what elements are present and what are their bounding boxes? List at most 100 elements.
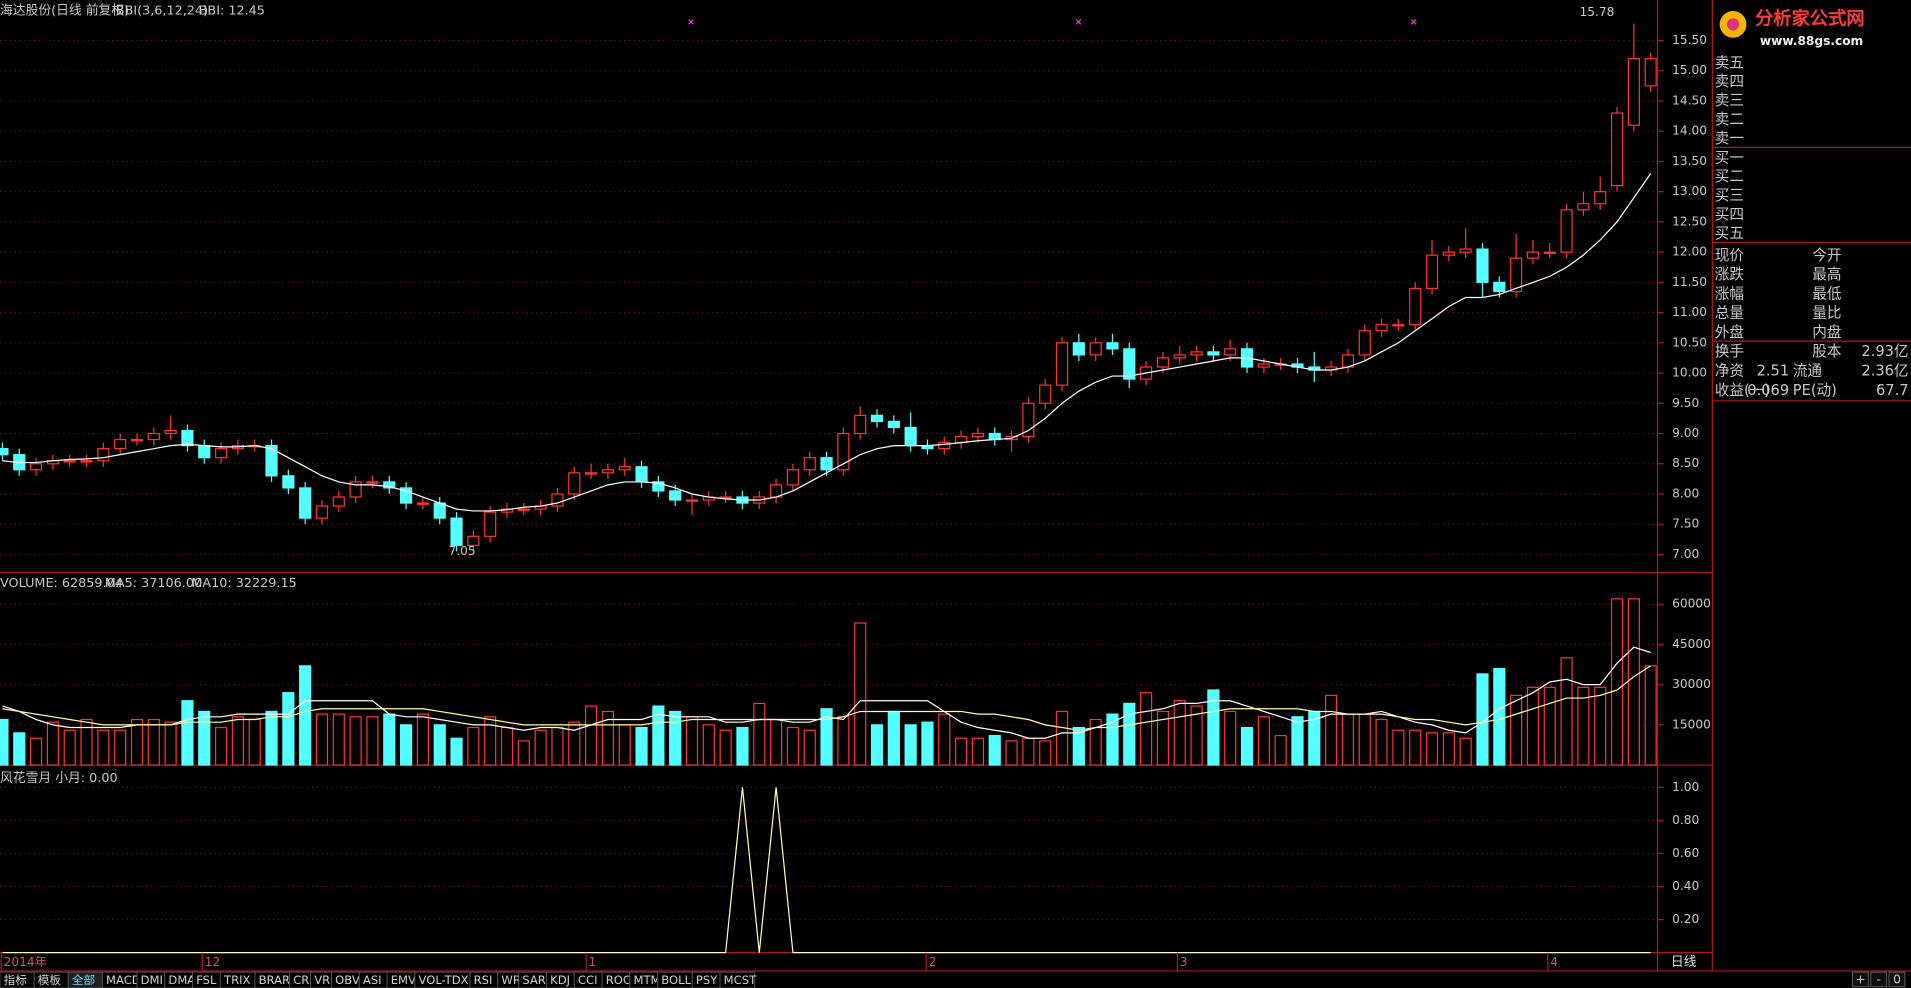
volume-bar [652,705,665,766]
tab-label[interactable]: DMI [141,973,163,987]
y-tick-label: 1.00 [1672,780,1699,794]
tab-label[interactable]: OBV [335,973,360,987]
x-tick-label: 12 [205,955,221,969]
candle-body [1476,248,1489,283]
button[interactable] [1888,971,1906,988]
volume-bar [1005,740,1018,766]
candle-body [1459,248,1472,253]
volume-bar [1375,718,1388,766]
candle-body [1123,348,1136,380]
x-tick-label: 2014年 [4,955,47,969]
series-line [2,665,1652,731]
tab-label[interactable]: VR [314,973,330,987]
volume-bar [1224,710,1237,766]
pane-title: 风花雪月 小月: 0.00 [0,770,118,786]
field-label: 今开 [1812,247,1841,264]
candle-body [315,505,329,519]
y-tick-label: 7.00 [1672,547,1699,561]
tab-label[interactable]: WR [501,973,520,987]
candle-body [854,414,867,435]
tab-label[interactable]: PSY [696,973,718,987]
indicator-value: BBI: 12.45 [199,3,265,18]
y-tick-label: 13.50 [1672,154,1707,168]
y-tick-label: 60000 [1672,597,1711,611]
button[interactable] [1852,971,1869,988]
tab-label[interactable]: 指标 [4,973,28,987]
annotation: 15.78 [1580,5,1615,19]
tab-label[interactable]: ASI [363,973,382,987]
tab-label[interactable]: CR [293,973,309,987]
candle-body [1560,209,1573,253]
candle-body [1055,342,1069,386]
tab-label[interactable]: MACD [106,973,141,987]
volume-bar [669,710,682,766]
volume-bar [13,732,26,766]
volume-bar [366,716,379,766]
candle-body [349,481,362,498]
button[interactable] [1870,971,1888,988]
volume-bar [349,716,362,766]
tab-label[interactable]: ROC [606,973,631,987]
button-label[interactable]: 0 [1893,973,1901,987]
candle-body [80,460,93,463]
y-tick-label: 7.50 [1672,517,1699,531]
y-tick-label: 8.00 [1672,486,1699,500]
tab-label[interactable]: BOLL [661,973,691,987]
period-label: 日线 [1671,955,1697,970]
volume-bar [399,724,413,766]
tab-label[interactable]: MCST [724,973,757,987]
tab[interactable] [719,971,756,988]
candle-body [1425,254,1439,290]
bid-label: 买二 [1715,168,1744,185]
candle-body [1375,324,1388,332]
tab-label[interactable]: VOL-TDX [419,973,469,987]
pane-title: VOLUME: 62859.04 [0,576,123,591]
tab-label[interactable]: 全部 [72,973,95,987]
tab-label[interactable]: RSI [474,973,493,987]
volume-bar [786,726,800,766]
tab-label[interactable]: EMV [391,973,416,987]
candle-body [719,496,732,499]
button-label[interactable]: + [1855,973,1865,987]
candle-body [450,517,463,546]
volume-bar [1594,686,1607,766]
ask-label: 卖二 [1715,111,1744,128]
candle-body [1156,357,1170,368]
candle-body [803,457,816,471]
volume-bar [383,713,396,766]
volume-bar [736,726,749,766]
candle-body [652,481,665,492]
candle-body [164,429,177,435]
volume-bar [1526,686,1540,766]
tab-label[interactable]: BRAR [259,973,290,987]
candle-body [1644,58,1657,87]
candle-body [601,469,615,474]
y-tick-label: 0.20 [1672,912,1699,926]
stat-value: 2.36亿 [1861,363,1908,380]
legend-entry: MA5: 37106.00 [105,576,202,591]
candle-body [1594,191,1607,205]
tab-label[interactable]: TRIX [223,973,251,987]
volume-bar [837,716,850,766]
y-tick-label: 14.50 [1672,93,1707,107]
tab-label[interactable]: FSL [196,973,217,987]
tab-label[interactable]: MTM [634,973,661,987]
candle-body [29,463,43,471]
tab-label[interactable]: DMA [168,973,195,987]
candle-body [1190,351,1203,356]
button-label[interactable]: - [1876,973,1880,987]
y-tick-label: 10.00 [1672,366,1707,380]
tab-label[interactable]: KDJ [550,973,570,987]
volume-bar [0,718,9,766]
volume-bar [1610,598,1624,766]
field-label: 量比 [1812,305,1841,322]
tab-label[interactable]: 模板 [38,973,62,987]
stat-value: 2.93亿 [1861,343,1908,360]
x-tick-label: 2 [929,955,937,969]
tab-label[interactable]: CCI [578,973,598,987]
volume-bar [130,718,144,766]
volume-bar [416,713,429,766]
candle-body [1392,324,1405,327]
tab-label[interactable]: SAR [522,973,546,987]
ask-label: 卖一 [1715,130,1745,147]
